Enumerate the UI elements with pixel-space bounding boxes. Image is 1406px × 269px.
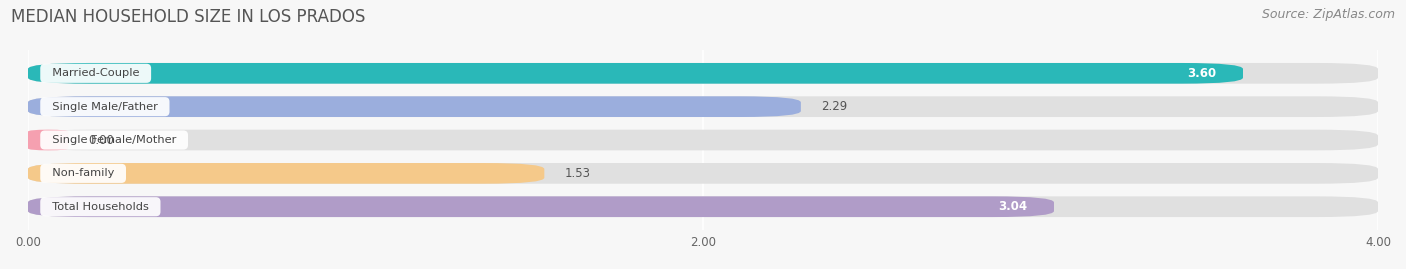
FancyBboxPatch shape	[28, 63, 1378, 84]
Text: 1.53: 1.53	[565, 167, 591, 180]
Text: MEDIAN HOUSEHOLD SIZE IN LOS PRADOS: MEDIAN HOUSEHOLD SIZE IN LOS PRADOS	[11, 8, 366, 26]
Text: Single Male/Father: Single Male/Father	[45, 102, 165, 112]
Text: 2.29: 2.29	[821, 100, 848, 113]
FancyBboxPatch shape	[28, 163, 544, 184]
FancyBboxPatch shape	[28, 196, 1054, 217]
FancyBboxPatch shape	[28, 63, 1243, 84]
FancyBboxPatch shape	[28, 130, 69, 150]
FancyBboxPatch shape	[28, 96, 801, 117]
FancyBboxPatch shape	[28, 130, 1378, 150]
Text: Non-family: Non-family	[45, 168, 121, 178]
Text: 3.60: 3.60	[1187, 67, 1216, 80]
Text: Source: ZipAtlas.com: Source: ZipAtlas.com	[1261, 8, 1395, 21]
Text: Single Female/Mother: Single Female/Mother	[45, 135, 183, 145]
FancyBboxPatch shape	[28, 96, 1378, 117]
Text: Total Households: Total Households	[45, 202, 156, 212]
Text: 3.04: 3.04	[998, 200, 1026, 213]
Text: 0.00: 0.00	[89, 133, 114, 147]
FancyBboxPatch shape	[28, 196, 1378, 217]
FancyBboxPatch shape	[28, 163, 1378, 184]
Text: Married-Couple: Married-Couple	[45, 68, 146, 78]
